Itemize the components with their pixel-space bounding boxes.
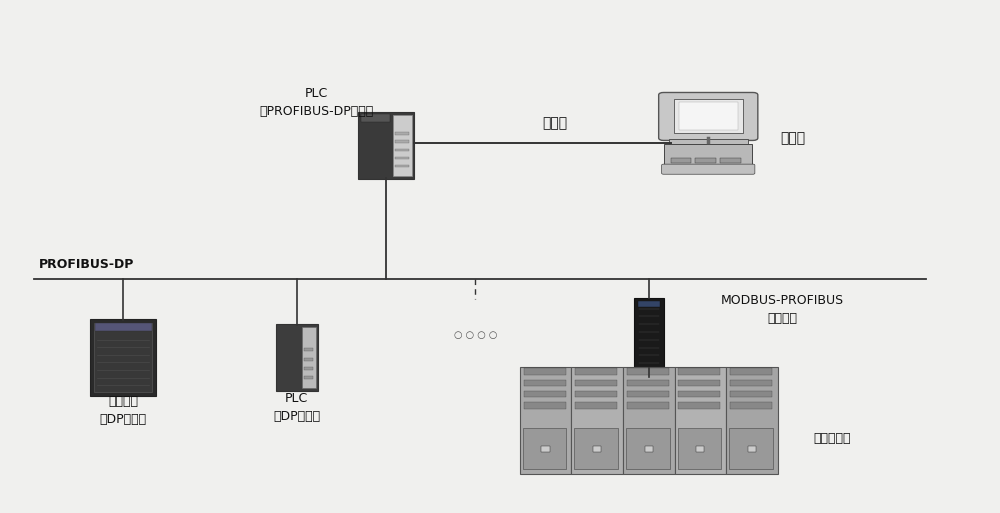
FancyBboxPatch shape bbox=[524, 380, 566, 386]
FancyBboxPatch shape bbox=[627, 368, 669, 375]
Text: 变频器等
（DP从站）: 变频器等 （DP从站） bbox=[100, 395, 147, 426]
FancyBboxPatch shape bbox=[304, 348, 313, 351]
FancyBboxPatch shape bbox=[726, 367, 778, 474]
FancyBboxPatch shape bbox=[634, 298, 664, 377]
FancyBboxPatch shape bbox=[541, 446, 550, 452]
Text: PLC
（DP从站）: PLC （DP从站） bbox=[273, 392, 320, 423]
FancyBboxPatch shape bbox=[623, 367, 675, 474]
FancyBboxPatch shape bbox=[730, 390, 772, 398]
FancyBboxPatch shape bbox=[678, 102, 738, 130]
FancyBboxPatch shape bbox=[675, 367, 726, 474]
FancyBboxPatch shape bbox=[95, 323, 152, 331]
FancyBboxPatch shape bbox=[523, 428, 566, 469]
FancyBboxPatch shape bbox=[361, 114, 390, 122]
FancyBboxPatch shape bbox=[664, 145, 752, 167]
FancyBboxPatch shape bbox=[730, 402, 772, 408]
FancyBboxPatch shape bbox=[678, 390, 720, 398]
FancyBboxPatch shape bbox=[678, 402, 720, 408]
FancyBboxPatch shape bbox=[695, 158, 716, 163]
FancyBboxPatch shape bbox=[395, 141, 409, 143]
FancyBboxPatch shape bbox=[575, 402, 617, 408]
FancyBboxPatch shape bbox=[395, 149, 409, 151]
FancyBboxPatch shape bbox=[276, 324, 318, 391]
Text: 高压变频器: 高压变频器 bbox=[813, 431, 851, 445]
Text: ○ ○ ○ ○: ○ ○ ○ ○ bbox=[454, 330, 497, 340]
FancyBboxPatch shape bbox=[524, 390, 566, 398]
FancyBboxPatch shape bbox=[395, 157, 409, 159]
Text: PLC
（PROFIBUS-DP主站）: PLC （PROFIBUS-DP主站） bbox=[259, 87, 374, 118]
FancyBboxPatch shape bbox=[720, 158, 741, 163]
FancyBboxPatch shape bbox=[638, 301, 660, 307]
FancyBboxPatch shape bbox=[748, 446, 756, 452]
FancyBboxPatch shape bbox=[729, 428, 773, 469]
FancyBboxPatch shape bbox=[627, 402, 669, 408]
FancyBboxPatch shape bbox=[678, 428, 721, 469]
FancyBboxPatch shape bbox=[626, 428, 670, 469]
Text: PROFIBUS-DP: PROFIBUS-DP bbox=[39, 258, 134, 270]
FancyBboxPatch shape bbox=[94, 323, 152, 392]
FancyBboxPatch shape bbox=[304, 367, 313, 370]
FancyBboxPatch shape bbox=[395, 132, 409, 134]
FancyBboxPatch shape bbox=[575, 380, 617, 386]
FancyBboxPatch shape bbox=[304, 376, 313, 379]
FancyBboxPatch shape bbox=[574, 428, 618, 469]
FancyBboxPatch shape bbox=[520, 367, 571, 474]
Text: 以太网: 以太网 bbox=[542, 116, 567, 130]
FancyBboxPatch shape bbox=[662, 164, 755, 174]
FancyBboxPatch shape bbox=[524, 368, 566, 375]
FancyBboxPatch shape bbox=[593, 446, 601, 452]
FancyBboxPatch shape bbox=[674, 99, 743, 133]
FancyBboxPatch shape bbox=[575, 368, 617, 375]
FancyBboxPatch shape bbox=[90, 319, 156, 396]
FancyBboxPatch shape bbox=[645, 446, 653, 452]
FancyBboxPatch shape bbox=[302, 327, 316, 388]
FancyBboxPatch shape bbox=[395, 165, 409, 167]
FancyBboxPatch shape bbox=[571, 367, 623, 474]
FancyBboxPatch shape bbox=[669, 139, 748, 147]
FancyBboxPatch shape bbox=[524, 402, 566, 408]
FancyBboxPatch shape bbox=[671, 158, 691, 163]
Text: 上位机: 上位机 bbox=[780, 131, 805, 145]
FancyBboxPatch shape bbox=[730, 368, 772, 375]
Text: MODBUS-PROFIBUS
串行网关: MODBUS-PROFIBUS 串行网关 bbox=[721, 294, 844, 325]
FancyBboxPatch shape bbox=[627, 380, 669, 386]
FancyBboxPatch shape bbox=[358, 112, 414, 179]
FancyBboxPatch shape bbox=[659, 92, 758, 141]
FancyBboxPatch shape bbox=[304, 358, 313, 361]
FancyBboxPatch shape bbox=[730, 380, 772, 386]
FancyBboxPatch shape bbox=[678, 380, 720, 386]
FancyBboxPatch shape bbox=[575, 390, 617, 398]
FancyBboxPatch shape bbox=[696, 446, 704, 452]
FancyBboxPatch shape bbox=[393, 115, 412, 176]
FancyBboxPatch shape bbox=[627, 390, 669, 398]
FancyBboxPatch shape bbox=[678, 368, 720, 375]
